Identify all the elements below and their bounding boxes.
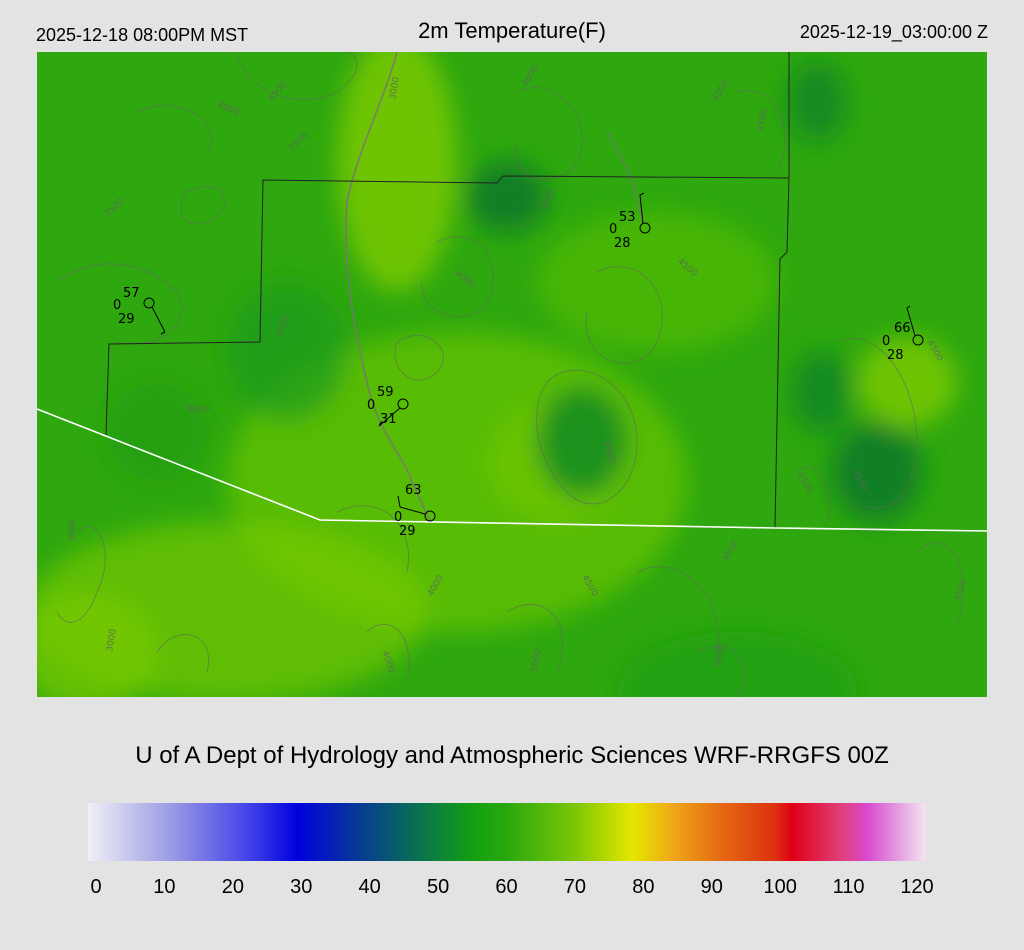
colorbar-tick-label: 30 <box>290 876 313 898</box>
station-plot: 66 0 28 <box>882 305 924 363</box>
colorbar-ticks: 0 10 20 30 40 50 60 70 80 90 100 110 120 <box>88 876 933 902</box>
colorbar-tick-label: 50 <box>426 876 450 898</box>
terrain-contour-lines <box>56 52 964 697</box>
station-dewpoint: 28 <box>887 348 904 363</box>
contour-label: 3000 <box>187 405 210 415</box>
contour-label: 3000 <box>105 628 119 653</box>
colorbar-svg <box>88 803 926 861</box>
station-wind: 0 <box>609 222 617 237</box>
station-temp: 59 <box>377 385 394 400</box>
colorbar-gradient <box>88 803 926 861</box>
station-plot: 63 0 29 <box>394 483 436 539</box>
map-title: 2m Temperature(F) <box>418 18 606 43</box>
colorbar <box>88 803 926 861</box>
temperature-map: 3000 4000 4500 4000 3500 3500 3500 4500 … <box>37 52 987 697</box>
contour-label: 3000 <box>388 76 402 101</box>
colorbar-tick-label: 0 <box>90 876 102 898</box>
county-boundaries <box>105 52 790 529</box>
colorbar-tick-label: 120 <box>900 876 934 898</box>
station-plot: 57 0 29 <box>113 286 166 335</box>
station-temp: 53 <box>619 210 636 225</box>
temperature-field <box>37 52 957 697</box>
station-wind: 0 <box>367 398 375 413</box>
colorbar-tick-label: 90 <box>700 876 723 898</box>
contour-label: 3000 <box>68 519 78 542</box>
station-wind: 0 <box>394 510 402 525</box>
station-dewpoint: 29 <box>399 524 416 539</box>
colorbar-tick-label: 80 <box>632 876 655 898</box>
colorbar-tick-label: 110 <box>832 876 865 898</box>
contour-label: 5000 <box>713 643 727 668</box>
colorbar-tick-label: 10 <box>153 876 176 898</box>
station-temp: 57 <box>123 286 140 301</box>
station-plot: 59 0 31 <box>367 385 409 427</box>
station-wind: 0 <box>113 298 121 313</box>
contour-label: 4500 <box>756 108 770 133</box>
station-wind: 0 <box>882 334 890 349</box>
colorbar-tick-label: 100 <box>763 876 797 898</box>
station-dewpoint: 29 <box>118 312 135 327</box>
river-line <box>345 52 433 523</box>
colorbar-tick-label: 40 <box>358 876 381 898</box>
station-plot: 53 0 28 <box>609 192 651 251</box>
local-time-label: 2025-12-18 08:00PM MST <box>36 25 249 45</box>
colorbar-tick-label: 20 <box>221 876 244 898</box>
contour-label: 5000 <box>530 648 544 673</box>
border-line <box>37 408 987 532</box>
credit-label: U of A Dept of Hydrology and Atmospheric… <box>135 742 889 769</box>
station-temp: 66 <box>894 321 911 336</box>
station-temp: 63 <box>405 483 422 498</box>
valid-time-label: 2025-12-19_03:00:00 Z <box>799 22 988 42</box>
map-svg: 3000 4000 4500 4000 3500 3500 3500 4500 … <box>37 52 987 697</box>
colorbar-tick-label: 70 <box>563 876 587 898</box>
colorbar-tick-label: 60 <box>495 876 518 898</box>
station-dewpoint: 28 <box>614 236 631 251</box>
station-dewpoint: 31 <box>380 412 397 427</box>
